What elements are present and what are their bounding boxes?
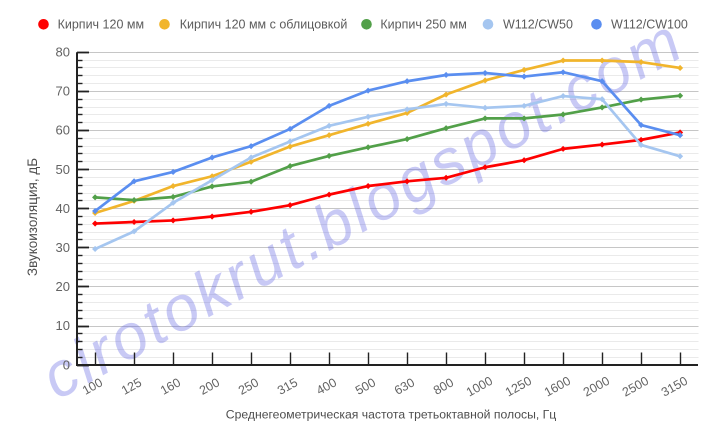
svg-text:Кирпич 120 мм с облицовкой: Кирпич 120 мм с облицовкой — [180, 18, 348, 32]
svg-text:50: 50 — [56, 162, 70, 177]
svg-text:80: 80 — [56, 45, 70, 60]
svg-text:W112/CW100: W112/CW100 — [611, 18, 688, 32]
svg-text:30: 30 — [56, 240, 70, 255]
svg-text:W112/CW50: W112/CW50 — [503, 18, 573, 32]
svg-text:Звукоизоляция, дБ: Звукоизоляция, дБ — [25, 158, 40, 276]
svg-text:60: 60 — [56, 123, 70, 138]
svg-text:10: 10 — [56, 318, 70, 333]
svg-text:Среднегеометрическая частота т: Среднегеометрическая частота третьоктавн… — [226, 408, 556, 422]
svg-text:0: 0 — [63, 357, 70, 372]
svg-text:70: 70 — [56, 84, 70, 99]
svg-text:20: 20 — [56, 279, 70, 294]
svg-text:Кирпич 250 мм: Кирпич 250 мм — [380, 18, 466, 32]
svg-text:40: 40 — [56, 201, 70, 216]
svg-text:Кирпич 120 мм: Кирпич 120 мм — [58, 18, 144, 32]
